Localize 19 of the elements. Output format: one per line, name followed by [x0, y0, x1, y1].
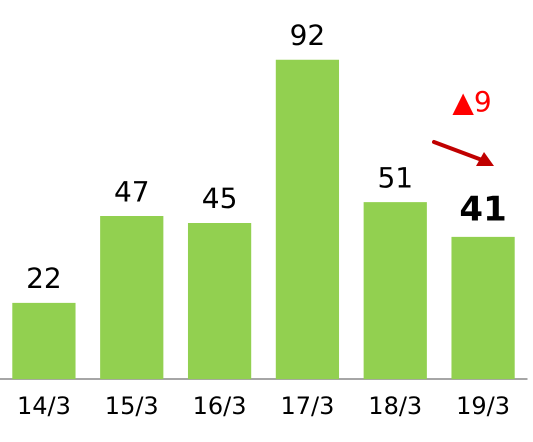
- x-tick-label: 18/3: [368, 392, 422, 420]
- annotation: ▲9: [452, 85, 492, 118]
- data-label: 47: [114, 175, 150, 208]
- bar: [276, 60, 340, 380]
- data-label: 45: [202, 182, 238, 216]
- x-tick-label: 14/3: [16, 392, 71, 420]
- data-label: 41: [459, 190, 507, 230]
- x-tick-label: 16/3: [192, 392, 247, 420]
- bar: [100, 216, 164, 380]
- bar: [364, 202, 427, 380]
- x-tick-label: 19/3: [456, 392, 510, 420]
- bar: [188, 222, 252, 380]
- data-label: 92: [290, 19, 326, 52]
- x-tick-label: 15/3: [104, 392, 159, 420]
- bar: [451, 236, 515, 380]
- data-label: 51: [377, 161, 414, 194]
- x-tick-label: 17/3: [280, 392, 334, 420]
- bar: [12, 302, 76, 380]
- data-label: 22: [26, 262, 62, 296]
